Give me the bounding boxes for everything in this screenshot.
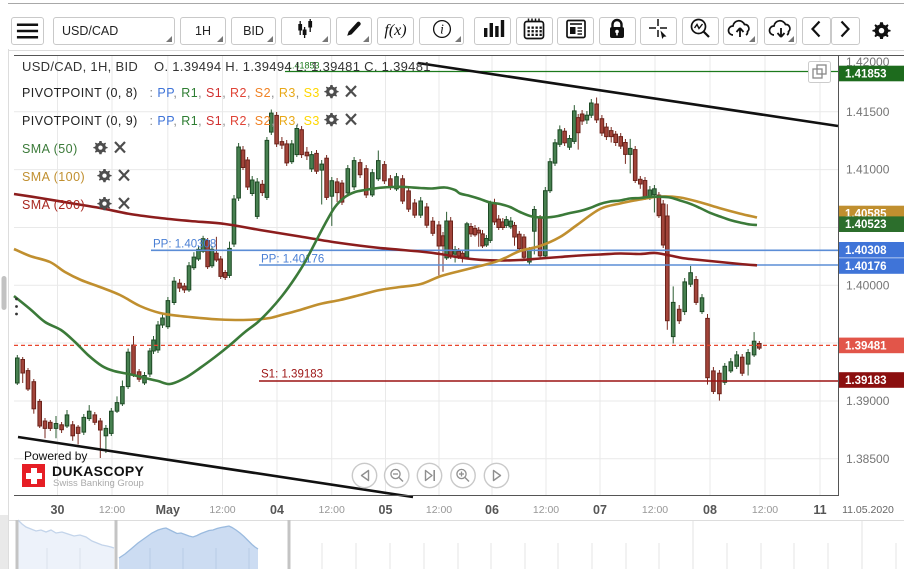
svg-text:12:00: 12:00 <box>319 504 345 516</box>
svg-text:30: 30 <box>51 503 65 517</box>
svg-text:06: 06 <box>485 503 499 517</box>
svg-text:12:00: 12:00 <box>533 504 559 516</box>
svg-text:1.40176: 1.40176 <box>845 261 887 273</box>
svg-text:May: May <box>156 503 180 517</box>
svg-text:12:00: 12:00 <box>209 504 235 516</box>
svg-text:1.41853: 1.41853 <box>845 69 887 81</box>
svg-text:1.41000: 1.41000 <box>846 163 890 177</box>
svg-text:1.39183: 1.39183 <box>845 375 887 387</box>
svg-text:07: 07 <box>593 503 607 517</box>
svg-text:12:00: 12:00 <box>642 504 668 516</box>
svg-text:1.42000: 1.42000 <box>846 55 890 69</box>
svg-text:05: 05 <box>379 503 393 517</box>
svg-text:1.38500: 1.38500 <box>846 452 890 466</box>
svg-text:S1: 1.39183: S1: 1.39183 <box>261 369 323 381</box>
svg-text:PP: 1.40308: PP: 1.40308 <box>153 239 216 251</box>
svg-text:1.40523: 1.40523 <box>845 219 887 231</box>
svg-text:04: 04 <box>270 503 284 517</box>
svg-text:1.40308: 1.40308 <box>845 245 887 257</box>
svg-text:1.41853: 1.41853 <box>287 61 320 71</box>
svg-text:11.05.2020: 11.05.2020 <box>842 504 894 516</box>
svg-text:1.41500: 1.41500 <box>846 105 890 119</box>
svg-text:12:00: 12:00 <box>752 504 778 516</box>
svg-text:12:00: 12:00 <box>99 504 125 516</box>
svg-text:PP: 1.40176: PP: 1.40176 <box>261 254 324 266</box>
svg-text:12:00: 12:00 <box>426 504 452 516</box>
svg-text:1.39481: 1.39481 <box>845 340 887 352</box>
svg-text:11: 11 <box>813 503 826 517</box>
svg-text:08: 08 <box>703 503 717 517</box>
svg-text:i: i <box>440 21 444 36</box>
svg-text:1.40000: 1.40000 <box>846 278 890 292</box>
svg-text:1.39000: 1.39000 <box>846 394 890 408</box>
